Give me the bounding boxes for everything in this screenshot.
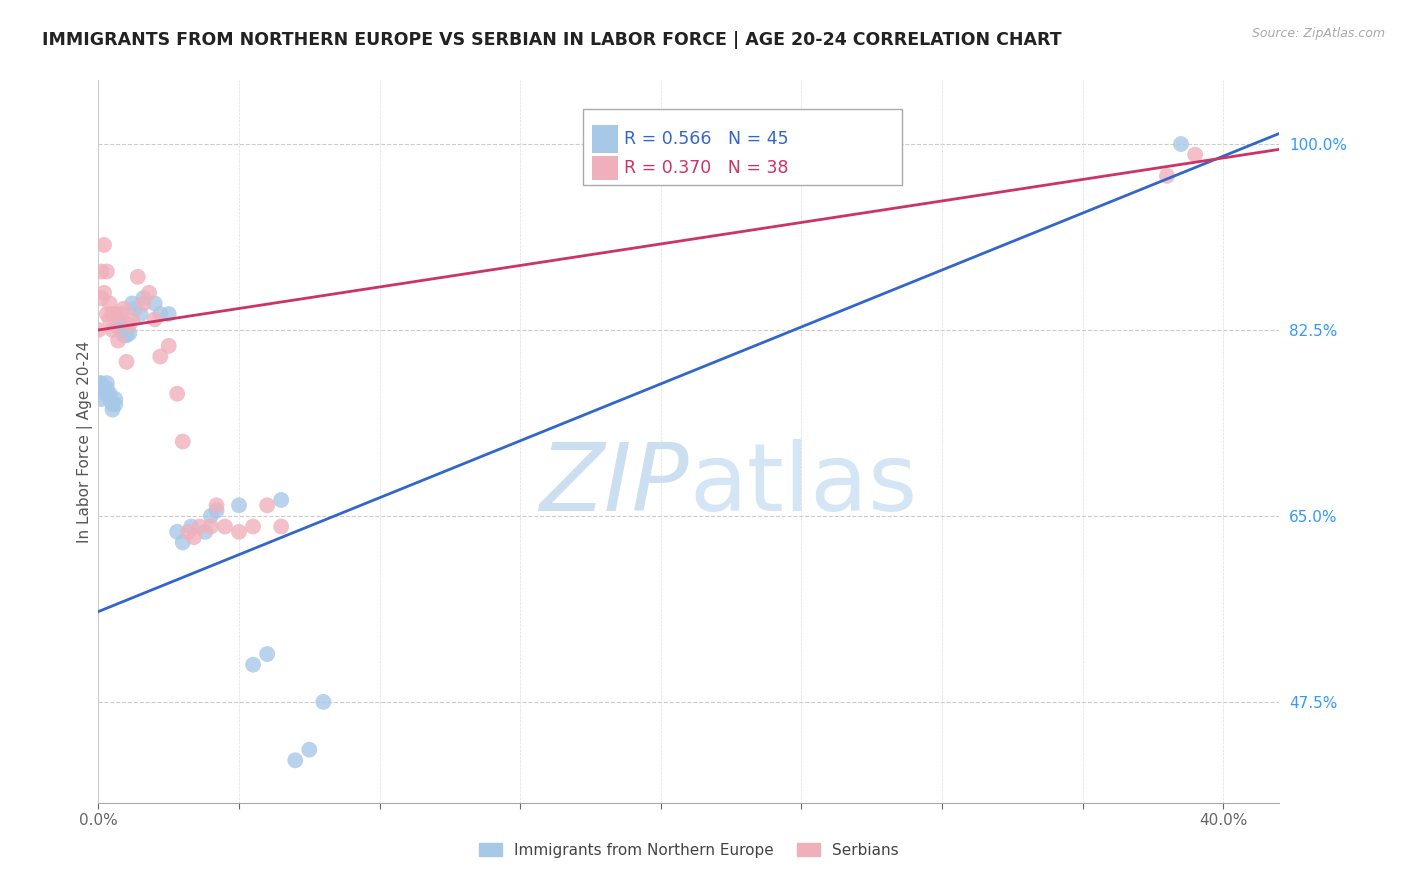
Point	[157, 307, 180, 321]
Point	[90, 376, 112, 390]
Text: R = 0.370   N = 38: R = 0.370 N = 38	[624, 159, 789, 177]
Point	[132, 296, 155, 310]
Point	[180, 519, 202, 533]
Text: ZIP: ZIP	[540, 440, 689, 531]
Point	[228, 498, 250, 512]
Point	[90, 291, 112, 305]
Point	[157, 339, 180, 353]
Point	[256, 498, 278, 512]
Point	[110, 318, 132, 332]
Point	[121, 312, 143, 326]
Point	[110, 307, 132, 321]
Point	[143, 312, 166, 326]
Point	[98, 296, 121, 310]
Point	[312, 695, 335, 709]
Point	[96, 376, 118, 390]
Point	[256, 647, 278, 661]
Point	[107, 318, 129, 332]
Point	[172, 535, 194, 549]
FancyBboxPatch shape	[592, 156, 619, 180]
Point	[166, 386, 188, 401]
Point	[96, 264, 118, 278]
Legend: Immigrants from Northern Europe, Serbians: Immigrants from Northern Europe, Serbian…	[472, 837, 905, 863]
Point	[200, 508, 222, 523]
Point	[284, 753, 307, 767]
Point	[149, 350, 172, 364]
Point	[127, 269, 149, 284]
Text: IMMIGRANTS FROM NORTHERN EUROPE VS SERBIAN IN LABOR FORCE | AGE 20-24 CORRELATIO: IMMIGRANTS FROM NORTHERN EUROPE VS SERBI…	[42, 31, 1062, 49]
Point	[270, 493, 292, 508]
Point	[183, 530, 205, 544]
Point	[93, 386, 115, 401]
Point	[214, 519, 236, 533]
Point	[104, 392, 127, 406]
Point	[1156, 169, 1178, 183]
Point	[242, 657, 264, 672]
Point	[1170, 136, 1192, 151]
Point	[270, 519, 292, 533]
Point	[87, 376, 110, 390]
Point	[96, 381, 118, 395]
Point	[107, 312, 129, 326]
Point	[107, 334, 129, 348]
Point	[93, 238, 115, 252]
Point	[98, 386, 121, 401]
Point	[138, 285, 160, 300]
Point	[90, 392, 112, 406]
Point	[112, 322, 135, 336]
Point	[200, 519, 222, 533]
Point	[124, 301, 146, 316]
Point	[172, 434, 194, 449]
Point	[205, 498, 228, 512]
Text: R = 0.566   N = 45: R = 0.566 N = 45	[624, 130, 789, 148]
Y-axis label: In Labor Force | Age 20-24: In Labor Force | Age 20-24	[76, 341, 93, 542]
Point	[194, 524, 217, 539]
Point	[93, 285, 115, 300]
Point	[115, 355, 138, 369]
Point	[110, 323, 132, 337]
Point	[112, 301, 135, 316]
Point	[98, 392, 121, 406]
Point	[115, 328, 138, 343]
Point	[87, 323, 110, 337]
Point	[177, 524, 200, 539]
Point	[242, 519, 264, 533]
Point	[104, 307, 127, 321]
Text: Source: ZipAtlas.com: Source: ZipAtlas.com	[1251, 27, 1385, 40]
Point	[115, 323, 138, 337]
Point	[188, 519, 211, 533]
Point	[1184, 147, 1206, 161]
Point	[107, 319, 129, 334]
Point	[101, 397, 124, 411]
Point	[205, 503, 228, 517]
Text: atlas: atlas	[689, 439, 917, 531]
FancyBboxPatch shape	[592, 125, 619, 153]
Point	[101, 323, 124, 337]
Point	[93, 381, 115, 395]
Point	[149, 307, 172, 321]
Point	[228, 524, 250, 539]
Point	[101, 402, 124, 417]
Point	[143, 296, 166, 310]
Point	[96, 307, 118, 321]
Point	[104, 397, 127, 411]
Point	[90, 381, 112, 395]
Point	[112, 328, 135, 343]
Point	[121, 296, 143, 310]
Point	[129, 307, 152, 321]
Point	[132, 291, 155, 305]
Point	[118, 318, 141, 332]
Point	[166, 524, 188, 539]
Point	[98, 312, 121, 326]
Point	[101, 307, 124, 321]
FancyBboxPatch shape	[582, 109, 901, 185]
Point	[90, 264, 112, 278]
Point	[118, 326, 141, 341]
Point	[298, 742, 321, 756]
